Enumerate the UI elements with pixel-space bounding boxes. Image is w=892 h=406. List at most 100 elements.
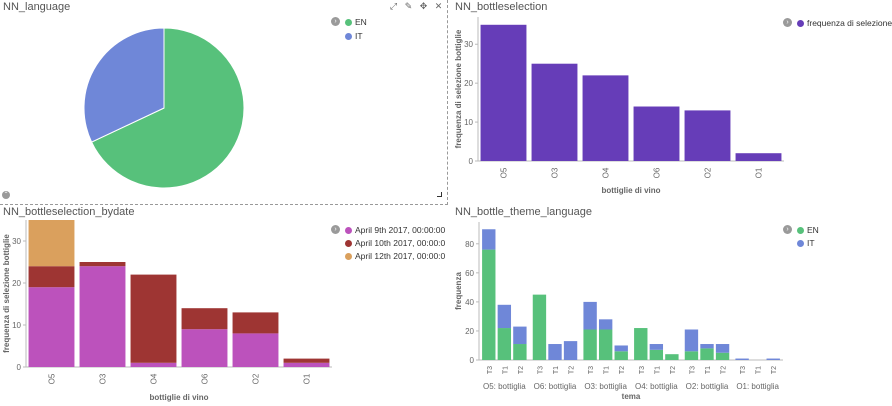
bar-segment-en <box>583 329 597 360</box>
resize-handle-icon[interactable] <box>437 192 442 197</box>
bar-segment-it <box>482 229 496 250</box>
x-tick-label: O4 <box>602 167 611 178</box>
legend: › frequenza di selezione bottiglie <box>782 17 892 37</box>
x-tick-label: O4 <box>150 373 159 384</box>
bar-segment-en <box>715 352 730 360</box>
panel-nn-bottle-theme-language: NN_bottle_theme_language 0 20 40 60 80 freque… <box>452 205 892 406</box>
panel-divider-vertical[interactable] <box>447 0 448 205</box>
panel-toolbar: ⤢ ✎ ✥ ✕ <box>386 1 446 12</box>
bar-segment-en <box>598 329 613 360</box>
bar-segment-it <box>766 358 780 360</box>
bar-segment-en <box>513 344 527 360</box>
pie-chart <box>83 27 245 189</box>
legend-toggle-icon[interactable]: › <box>783 18 792 27</box>
bar-segment-en <box>665 354 679 360</box>
bar-segment-o1 <box>283 362 330 367</box>
x-tick-label: T3 <box>487 366 494 374</box>
bar-segment-o5 <box>28 266 75 288</box>
bar-segment-it <box>497 304 512 329</box>
collapse-icon[interactable]: ⌃ <box>2 191 10 199</box>
legend: › April 9th 2017, 00:00:00.000 April 10t… <box>330 224 445 284</box>
x-group-label: O3: bottiglia <box>584 382 627 391</box>
bar-segment-en <box>532 294 547 360</box>
legend-dot <box>345 19 352 26</box>
pie-slice-it <box>83 27 165 143</box>
legend-label: frequenza di selezione bottiglie <box>807 18 892 28</box>
x-tick-label: T3 <box>537 366 544 374</box>
legend-label: IT <box>355 31 363 41</box>
legend: › EN IT <box>330 16 445 56</box>
x-tick-label: O2 <box>704 167 713 178</box>
bar-segment-it <box>548 344 562 360</box>
bar-segment-o6 <box>181 308 228 330</box>
bar-segment-en <box>482 249 496 360</box>
panel-title: NN_bottleselection_bydate <box>3 206 135 218</box>
legend-item[interactable]: IT <box>797 238 815 248</box>
legend-dot <box>345 253 352 260</box>
bar-o1 <box>735 153 782 161</box>
legend-dot <box>345 240 352 247</box>
y-tick-label: 10 <box>12 321 21 330</box>
legend-item[interactable]: April 12th 2017, 00:00:00.000 <box>345 251 445 261</box>
expand-icon[interactable]: ⤢ <box>389 1 398 11</box>
panel-divider-horizontal[interactable] <box>0 204 448 205</box>
bar-segment-en <box>497 328 512 360</box>
x-tick-label: O5 <box>500 167 509 178</box>
legend-item[interactable]: EN <box>345 17 367 27</box>
bar-segment-it <box>563 341 578 360</box>
legend: › EN IT <box>782 224 892 264</box>
bar-segment-en <box>700 348 714 360</box>
bar-segment-it <box>684 329 699 352</box>
bar-segment-o5 <box>28 220 75 267</box>
x-tick-label: T2 <box>670 366 677 374</box>
x-group-label: O1: bottiglia <box>736 382 779 391</box>
legend-label: April 10th 2017, 00:00:00.000 <box>355 238 445 248</box>
legend-item[interactable]: April 9th 2017, 00:00:00.000 <box>345 225 445 235</box>
bar-o6 <box>633 106 680 161</box>
bar-segment-it <box>715 344 730 353</box>
x-tick-label: O6 <box>653 167 662 178</box>
x-axis-label: tema <box>622 392 641 401</box>
panel-nn-bottleselection: NN_bottleselection 0 10 20 30 frequenza di s… <box>452 0 892 204</box>
panel-nn-language: NN_language › EN IT ⤢ ✎ ✥ ✕ ⌃ <box>0 0 447 204</box>
y-tick-label: 40 <box>465 298 474 307</box>
bar-segment-it <box>735 358 749 360</box>
x-tick-label: O3 <box>551 167 560 178</box>
legend-toggle-icon[interactable]: › <box>331 225 340 234</box>
bar-segment-o6 <box>181 329 228 367</box>
x-tick-label: T3 <box>740 366 747 374</box>
y-tick-label: 20 <box>12 279 21 288</box>
panel-title: NN_language <box>3 1 71 13</box>
x-group-label: O2: bottiglia <box>686 382 729 391</box>
y-axis-label: frequenza <box>454 272 463 310</box>
y-tick-label: 10 <box>464 118 473 127</box>
legend-item[interactable]: IT <box>345 31 363 41</box>
y-tick-label: 20 <box>465 327 474 336</box>
y-tick-label: 60 <box>465 269 474 278</box>
legend-toggle-icon[interactable]: › <box>331 17 340 26</box>
bar-segment-o5 <box>28 287 75 367</box>
x-group-label: O4: bottiglia <box>635 382 678 391</box>
x-tick-label: O2 <box>252 373 261 384</box>
legend-item[interactable]: April 10th 2017, 00:00:00.000 <box>345 238 445 248</box>
x-axis-label: bottiglie di vino <box>601 186 660 195</box>
move-icon[interactable]: ✥ <box>419 1 428 11</box>
legend-item[interactable]: frequenza di selezione bottiglie <box>797 18 892 28</box>
bar-segment-it <box>598 319 613 330</box>
bar-segment-en <box>634 328 648 360</box>
close-icon[interactable]: ✕ <box>434 1 443 11</box>
legend-toggle-icon[interactable]: › <box>783 225 792 234</box>
x-tick-label: O5 <box>48 373 57 384</box>
legend-item[interactable]: EN <box>797 225 819 235</box>
x-tick-label: T3 <box>639 366 646 374</box>
legend-dot <box>345 33 352 40</box>
x-tick-label: T1 <box>654 366 661 374</box>
x-tick-label: T1 <box>604 366 611 374</box>
edit-icon[interactable]: ✎ <box>404 1 413 11</box>
x-tick-label: T1 <box>553 366 560 374</box>
legend-label: EN <box>355 17 367 27</box>
legend-label: April 12th 2017, 00:00:00.000 <box>355 251 445 261</box>
y-tick-label: 80 <box>465 240 474 249</box>
